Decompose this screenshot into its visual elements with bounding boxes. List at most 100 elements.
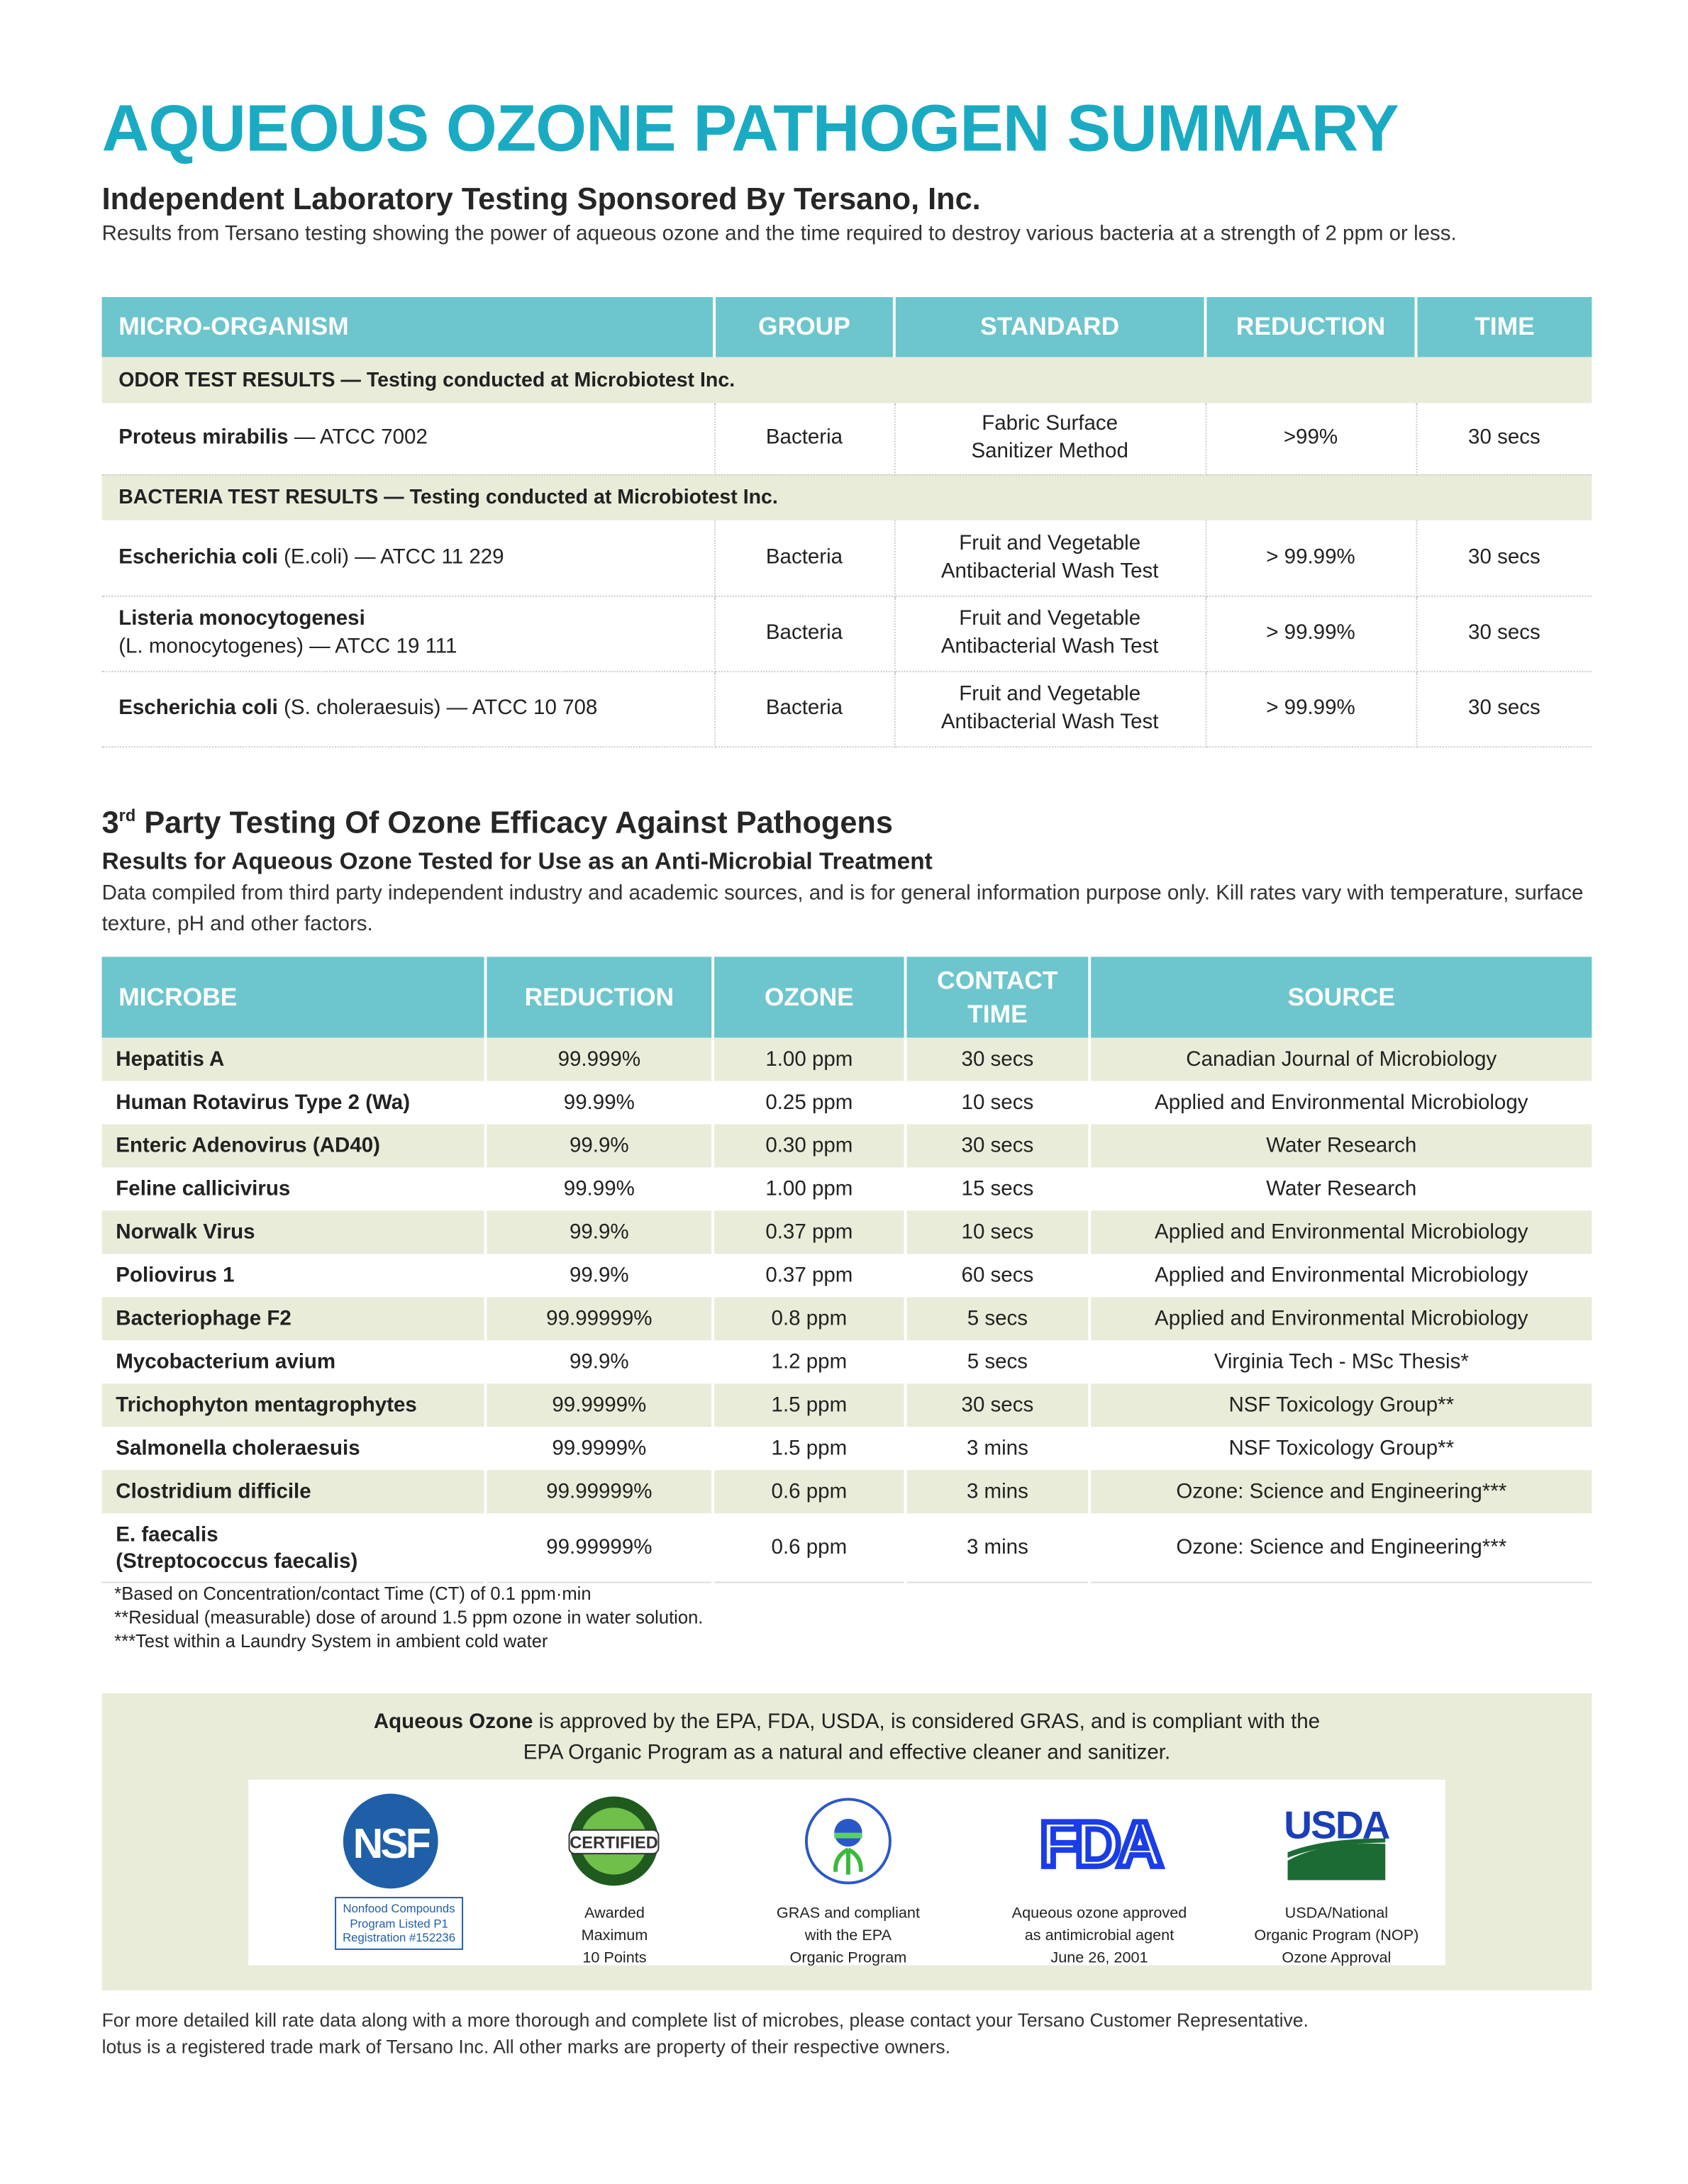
section-label: ODOR TEST RESULTS — Testing conducted at… xyxy=(101,357,1592,403)
table-row: Bacteriophage F2 99.99999% 0.8 ppm 5 secs Ap… xyxy=(101,1297,1592,1341)
table-row: Escherichia coli (E.coli) — ATCC 11 229 B… xyxy=(101,520,1592,596)
ozone-cell: 0.37 ppm xyxy=(713,1254,907,1298)
ozone-cell: 0.37 ppm xyxy=(713,1210,907,1254)
group-cell: Bacteria xyxy=(714,671,895,747)
footnote: *Based on Concentration/contact Time (CT… xyxy=(114,1583,592,1605)
ozone-cell: 0.8 ppm xyxy=(713,1297,907,1341)
source-cell: Water Research xyxy=(1089,1124,1592,1168)
time-cell: 30 secs xyxy=(1416,595,1592,672)
microbe-cell: Feline callicivirus xyxy=(101,1167,487,1211)
section-row: BACTERIA TEST RESULTS — Testing conducte… xyxy=(101,474,1592,520)
ozone-cell: 0.6 ppm xyxy=(713,1470,907,1514)
contact-time-cell: 15 secs xyxy=(905,1167,1092,1211)
microbe-cell: Bacteriophage F2 xyxy=(101,1297,487,1341)
section2-heading: 3rd Party Testing Of Ozone Efficacy Agai… xyxy=(101,804,893,840)
contact-time-cell: 3 mins xyxy=(905,1513,1092,1583)
table-row: Mycobacterium avium 99.9% 1.2 ppm 5 secs Vir… xyxy=(101,1340,1592,1384)
microbe-cell: Trichophyton mentagrophytes xyxy=(101,1383,487,1427)
standard-cell: Fabric Surface Sanitizer Method xyxy=(894,403,1206,475)
source-cell: Water Research xyxy=(1266,1177,1417,1201)
green-clean-certified-logo: CERTIFIED Awarded Maximum 10 Points xyxy=(528,1780,702,1966)
section1-heading: Independent Laboratory Testing Sponsored… xyxy=(101,181,981,216)
ozone-cell: 1.00 ppm xyxy=(713,1037,907,1081)
table-row: Feline callicivirus 99.99% 1.00 ppm 15 secs… xyxy=(101,1167,1592,1211)
ozone-cell: 1.5 ppm xyxy=(713,1427,907,1471)
table-row: Escherichia coli (S. choleraesuis) — ATC… xyxy=(101,671,1592,747)
svg-text:NSF: NSF xyxy=(353,1820,430,1867)
table-row: E. faecalis (Streptococcus faecalis) 99.9… xyxy=(101,1513,1592,1583)
column-header: STANDARD xyxy=(894,296,1207,357)
footer-trademark-note: lotus is a registered trade mark of Ters… xyxy=(101,2036,951,2058)
column-header: MICROBE xyxy=(101,957,487,1038)
reduction-cell: 99.9999% xyxy=(485,1383,715,1427)
reduction-cell: 99.9% xyxy=(485,1340,715,1384)
microbe-cell: Norwalk Virus xyxy=(101,1210,487,1254)
reduction-cell: 99.999% xyxy=(485,1037,715,1081)
usda-logo: USDA USDA/National Organic Program (NOP) O… xyxy=(1254,1803,1419,1967)
reduction-cell: 99.9% xyxy=(485,1124,715,1168)
source-cell: NSF Toxicology Group** xyxy=(1089,1383,1592,1427)
standard-cell: Fruit and Vegetable Antibacterial Wash Te… xyxy=(894,595,1206,672)
group-cell: Bacteria xyxy=(714,595,895,672)
column-header: SOURCE xyxy=(1089,957,1592,1038)
microbe-cell: Hepatitis A xyxy=(101,1037,487,1081)
fda-logo: FDA Aqueous ozone approved as antimicrobi… xyxy=(1011,1806,1187,1967)
certification-logos: NSF Nonfood Compounds Program Listed P1 Re… xyxy=(248,1779,1445,1967)
svg-text:FDA: FDA xyxy=(1040,1809,1162,1881)
reduction-cell: 99.9% xyxy=(485,1254,715,1298)
organism-cell: Escherichia coli (S. choleraesuis) — ATC… xyxy=(101,671,716,747)
column-header: REDUCTION xyxy=(1205,296,1418,357)
ozone-cell: 1.00 ppm xyxy=(713,1167,907,1211)
source-cell: Ozone: Science and Engineering*** xyxy=(1089,1513,1592,1583)
column-header: TIME xyxy=(1416,296,1592,357)
contact-time-cell: 30 secs xyxy=(905,1383,1092,1427)
contact-time-cell: 3 mins xyxy=(905,1427,1092,1471)
column-header: OZONE xyxy=(713,957,907,1038)
epa-seal-logo: GRAS and compliant with the EPA Organic Pr… xyxy=(743,1780,953,1966)
table-row: Poliovirus 1 99.9% 0.37 ppm 60 secs Applied … xyxy=(101,1254,1592,1298)
table-row: Human Rotavirus Type 2 (Wa) 99.99% 0.25 pp… xyxy=(101,1081,1592,1125)
source-cell: Applied and Environmental Microbiology xyxy=(1155,1264,1528,1288)
section1-intro: Results from Tersano testing showing the… xyxy=(101,221,1457,246)
standard-cell: Fruit and Vegetable Antibacterial Wash Te… xyxy=(894,671,1206,747)
reduction-cell: > 99.99% xyxy=(1205,520,1417,596)
table-row: Norwalk Virus 99.9% 0.37 ppm 10 secs Applied… xyxy=(101,1210,1592,1254)
organism-cell: Escherichia coli (E.coli) — ATCC 11 229 xyxy=(101,520,716,596)
section2-intro: Data compiled from third party independe… xyxy=(101,881,1584,936)
column-header: CONTACT TIME xyxy=(905,957,1092,1038)
reduction-cell: > 99.99% xyxy=(1205,671,1417,747)
svg-text:CERTIFIED: CERTIFIED xyxy=(570,1834,658,1852)
footnote: ***Test within a Laundry System in ambie… xyxy=(114,1630,548,1651)
reduction-cell: >99% xyxy=(1205,403,1417,475)
lab-results-table: MICRO-ORGANISM GROUP STANDARD REDUCTION TIME… xyxy=(101,296,1592,747)
footnote: **Residual (measurable) dose of around 1… xyxy=(114,1606,704,1628)
pathogen-efficacy-table: MICROBE REDUCTION OZONE CONTACT TIME SOURCE … xyxy=(101,957,1592,1583)
nsf-registration-caption: Nonfood Compounds Program Listed P1 Regist… xyxy=(335,1897,464,1949)
ozone-cell: 0.25 ppm xyxy=(713,1081,907,1125)
microbe-cell: Mycobacterium avium xyxy=(101,1340,487,1384)
table-row: Proteus mirabilis — ATCC 7002 Bacteria Fab… xyxy=(101,403,1592,475)
microbe-cell: Clostridium difficile xyxy=(101,1470,487,1514)
reduction-cell: 99.99% xyxy=(485,1081,715,1125)
contact-time-cell: 10 secs xyxy=(905,1210,1092,1254)
reduction-cell: 99.9% xyxy=(485,1210,715,1254)
contact-time-cell: 30 secs xyxy=(905,1037,1092,1081)
group-cell: Bacteria xyxy=(714,403,895,475)
reduction-cell: > 99.99% xyxy=(1205,595,1417,672)
ozone-cell: 1.5 ppm xyxy=(713,1383,907,1427)
source-cell: NSF Toxicology Group** xyxy=(1228,1437,1455,1461)
reduction-cell: 99.99% xyxy=(485,1167,715,1211)
standard-cell: Fruit and Vegetable Antibacterial Wash Te… xyxy=(894,520,1206,596)
contact-time-cell: 5 secs xyxy=(905,1340,1092,1384)
time-cell: 30 secs xyxy=(1416,520,1592,596)
source-cell: Applied and Environmental Microbiology xyxy=(1155,1091,1528,1115)
reduction-cell: 99.99999% xyxy=(485,1513,715,1583)
approval-panel: Aqueous Ozone is approved by the EPA, FD… xyxy=(101,1693,1592,1990)
source-cell: Applied and Environmental Microbiology xyxy=(1089,1210,1592,1254)
reduction-cell: 99.99999% xyxy=(485,1470,715,1514)
source-cell: Ozone: Science and Engineering*** xyxy=(1089,1470,1592,1514)
source-cell: Applied and Environmental Microbiology xyxy=(1089,1297,1592,1341)
ozone-cell: 0.30 ppm xyxy=(713,1124,907,1168)
microbe-cell: Salmonella choleraesuis xyxy=(101,1427,487,1471)
nsf-logo: NSF Nonfood Compounds Program Listed P1 Re… xyxy=(304,1780,479,1966)
